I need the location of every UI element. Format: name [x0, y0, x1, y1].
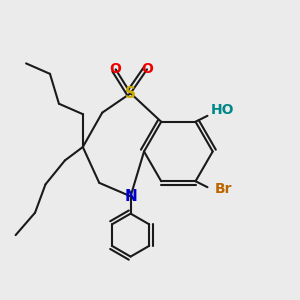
Text: S: S — [125, 86, 136, 101]
Text: Br: Br — [215, 182, 232, 196]
Text: N: N — [124, 189, 137, 204]
Text: O: O — [110, 62, 122, 76]
Text: O: O — [141, 62, 153, 76]
Text: HO: HO — [211, 103, 234, 117]
